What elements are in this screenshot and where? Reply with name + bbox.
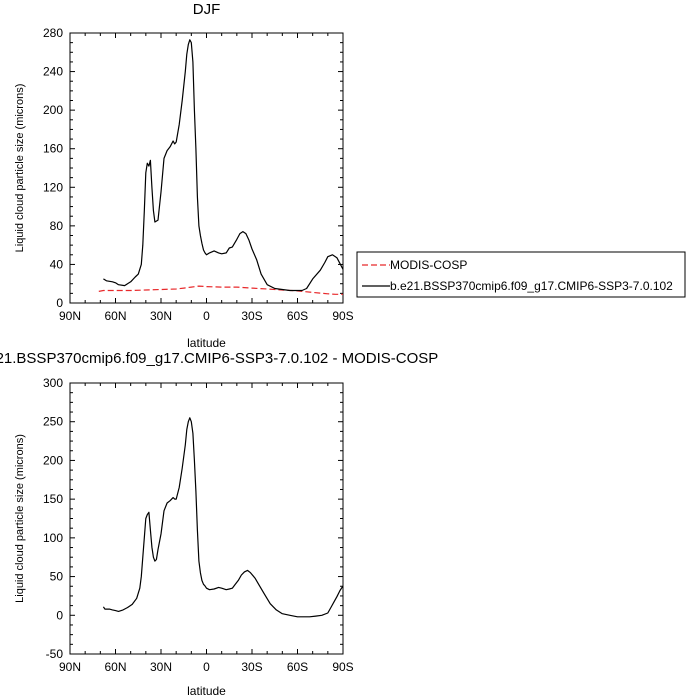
y-tick-label: 100 — [43, 531, 63, 545]
chart-title: DJF — [193, 1, 221, 18]
series-line-1 — [102, 417, 344, 618]
y-tick-label: 240 — [43, 65, 63, 79]
x-tick-label: 90N — [59, 309, 81, 323]
x-tick-label: 0 — [203, 660, 210, 674]
y-tick-label: 200 — [43, 103, 63, 117]
chart-2: b.e21.BSSP370cmip6.f09_g17.CMIP6-SSP3-7.… — [0, 350, 438, 698]
legend-box — [356, 251, 686, 298]
x-tick-label: 0 — [203, 309, 210, 323]
y-tick-label: 40 — [50, 257, 64, 271]
x-tick-label: 60S — [287, 309, 308, 323]
x-tick-label: 30S — [241, 309, 262, 323]
x-axis-label: latitude — [187, 336, 226, 350]
x-axis-label: latitude — [187, 684, 226, 698]
x-tick-label: 90S — [332, 660, 353, 674]
y-tick-label: 280 — [43, 26, 63, 40]
y-tick-label: 160 — [43, 142, 63, 156]
x-tick-label: 90N — [59, 660, 81, 674]
legend-entry: MODIS-COSP — [390, 258, 467, 272]
series-line-2 — [103, 39, 344, 292]
y-tick-label: -50 — [46, 647, 64, 661]
plot-frame — [69, 382, 344, 655]
x-tick-label: 60N — [104, 660, 126, 674]
y-axis-label: Liquid cloud particle size (microns) — [14, 434, 26, 603]
y-tick-label: 120 — [43, 180, 63, 194]
x-tick-label: 90S — [332, 309, 353, 323]
x-tick-label: 60N — [104, 309, 126, 323]
y-tick-label: 200 — [43, 453, 63, 467]
legend: MODIS-COSP b.e21.BSSP370cmip6.f09_g17.CMI… — [356, 251, 686, 298]
chart-title: b.e21.BSSP370cmip6.f09_g17.CMIP6-SSP3-7.… — [0, 350, 438, 367]
legend-entry: b.e21.BSSP370cmip6.f09_g17.CMIP6-SSP3-7.… — [390, 279, 673, 293]
chart-1: DJF 90N 60N 30N 0 30S 60S 90S latitude 0 40 80 120 16… — [14, 1, 354, 350]
x-tick-label: 30S — [241, 660, 262, 674]
y-tick-label: 80 — [50, 219, 64, 233]
series-line-1 — [98, 285, 343, 295]
x-tick-label: 30N — [150, 309, 172, 323]
y-tick-label: 0 — [56, 608, 63, 622]
y-tick-label: 250 — [43, 415, 63, 429]
y-axis-label: Liquid cloud particle size (microns) — [14, 84, 26, 253]
y-tick-label: 0 — [56, 296, 63, 310]
y-tick-label: 50 — [50, 570, 64, 584]
plot-frame — [69, 32, 344, 304]
x-tick-label: 60S — [287, 660, 308, 674]
y-tick-label: 150 — [43, 492, 63, 506]
x-tick-label: 30N — [150, 660, 172, 674]
y-tick-label: 300 — [43, 376, 63, 390]
